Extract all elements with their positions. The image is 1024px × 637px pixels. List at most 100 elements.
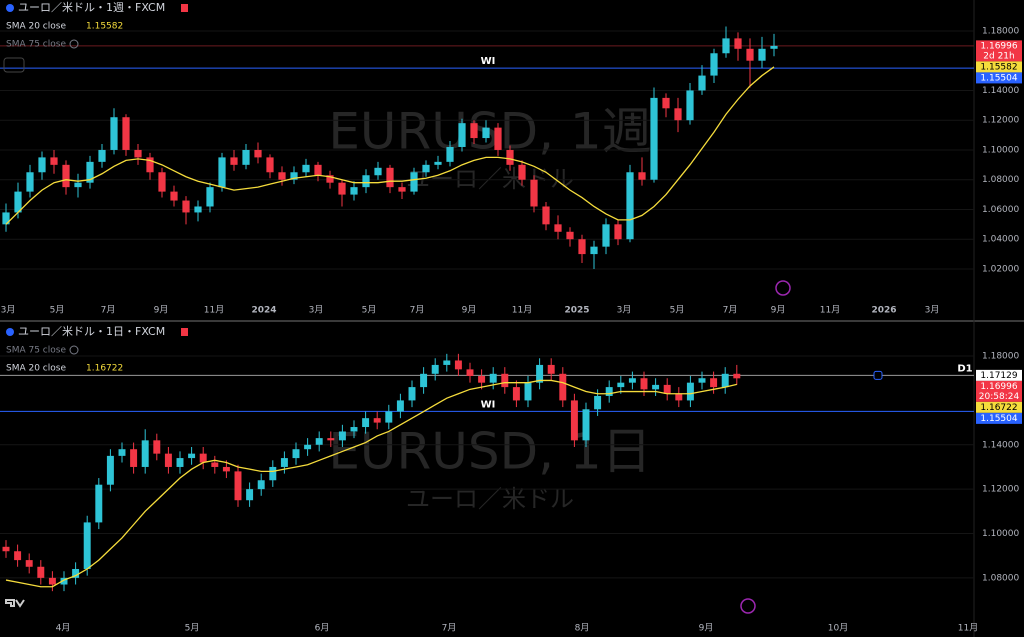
candle-body xyxy=(72,568,80,578)
y-tick-label: 1.02000 xyxy=(982,264,1019,274)
candle-body xyxy=(698,75,706,91)
y-tick-label: 1.14000 xyxy=(982,440,1019,450)
x-tick-label: 11月 xyxy=(958,623,978,634)
candle-body xyxy=(314,164,322,176)
candle-body xyxy=(74,182,82,188)
candle-body xyxy=(211,462,219,467)
candle-body xyxy=(153,440,161,454)
candle-body xyxy=(733,373,741,379)
y-tick-label: 1.14000 xyxy=(982,86,1019,96)
watermark-subtitle: ユーロ／米ドル xyxy=(406,485,574,513)
candle-body xyxy=(518,164,526,180)
candle-body xyxy=(14,191,22,213)
candle-body xyxy=(626,172,634,240)
x-tick-label: 4月 xyxy=(56,623,71,634)
candle-body xyxy=(2,546,10,552)
candle-body xyxy=(327,438,335,441)
candle-body xyxy=(141,440,149,467)
candle-body xyxy=(38,157,46,173)
candle-body xyxy=(122,117,130,150)
candle-body xyxy=(194,206,202,213)
candle-body xyxy=(478,376,486,383)
candle-body xyxy=(118,449,126,456)
x-tick-label: 3月 xyxy=(617,305,632,316)
candle-body xyxy=(62,164,70,188)
line-label: WI xyxy=(481,399,496,410)
x-tick-label: 11月 xyxy=(512,305,532,316)
candle-body xyxy=(494,127,502,150)
x-tick-label: 7月 xyxy=(442,623,457,634)
candle-body xyxy=(547,364,555,374)
collapse-button[interactable] xyxy=(3,57,25,73)
price-label-box xyxy=(976,40,1022,62)
candle-body xyxy=(470,123,478,139)
visibility-toggle[interactable] xyxy=(69,39,79,49)
x-tick-label: 7月 xyxy=(410,305,425,316)
candle-body xyxy=(554,224,562,232)
line-label: D1 xyxy=(957,363,972,374)
y-tick-label: 1.18000 xyxy=(982,26,1019,36)
watermark: EURUSD, 1日 xyxy=(328,423,651,481)
candle-body xyxy=(530,179,538,207)
event-icon[interactable] xyxy=(740,598,756,614)
candle-body xyxy=(466,369,474,377)
candle-body xyxy=(106,455,114,485)
candle-body xyxy=(458,123,466,147)
candle-body xyxy=(158,172,166,192)
x-tick-label: 2026 xyxy=(871,306,896,316)
candle-body xyxy=(350,427,358,432)
price-label: 1.15504 xyxy=(980,73,1017,83)
candle-body xyxy=(315,438,323,445)
candle-body xyxy=(182,200,190,213)
candle-body xyxy=(2,212,10,225)
x-tick-label: 5月 xyxy=(185,623,200,634)
candle-body xyxy=(710,53,718,76)
candle-body xyxy=(431,364,439,374)
candle-body xyxy=(242,149,250,165)
price-label: 1.17129 xyxy=(980,371,1017,381)
indicator-name: SMA 20 close xyxy=(6,364,66,374)
symbol-flag[interactable] xyxy=(181,4,188,12)
visibility-toggle[interactable] xyxy=(69,345,79,355)
candle-body xyxy=(95,484,103,523)
y-tick-label: 1.12000 xyxy=(982,485,1019,495)
candle-body xyxy=(559,373,567,401)
symbol-icon xyxy=(6,4,14,12)
candle-body xyxy=(422,164,430,173)
symbol-flag[interactable] xyxy=(181,328,188,336)
candle-body xyxy=(290,172,298,180)
candle-body xyxy=(614,224,622,240)
candle-body xyxy=(385,411,393,423)
candle-body xyxy=(292,449,300,459)
line-handle[interactable] xyxy=(873,370,883,380)
candle-body xyxy=(362,175,370,188)
candle-body xyxy=(266,157,274,173)
candle-body xyxy=(338,431,346,441)
event-icon[interactable] xyxy=(775,280,791,296)
x-tick-label: 11月 xyxy=(820,305,840,316)
candle-body xyxy=(578,239,586,255)
candle-body xyxy=(304,444,312,450)
x-tick-label: 3月 xyxy=(925,305,940,316)
candle-body xyxy=(25,560,33,567)
price-label: 1.15504 xyxy=(980,414,1017,424)
candle-body xyxy=(234,471,242,501)
candle-body xyxy=(222,466,230,472)
candle-body xyxy=(446,146,454,162)
x-tick-label: 7月 xyxy=(101,305,116,316)
candle-body xyxy=(86,161,94,183)
candle-body xyxy=(170,191,178,201)
y-tick-label: 1.10000 xyxy=(982,145,1019,155)
x-tick-label: 3月 xyxy=(1,305,16,316)
candle-body xyxy=(454,360,462,370)
candle-body xyxy=(686,382,694,401)
chart-title: ユーロ／米ドル・1日・FXCM xyxy=(18,325,165,338)
candle-body xyxy=(218,157,226,188)
candle-body xyxy=(254,149,262,158)
price-label-countdown: 2d 21h xyxy=(983,51,1014,61)
logo[interactable] xyxy=(5,599,25,608)
y-tick-label: 1.06000 xyxy=(982,205,1019,215)
